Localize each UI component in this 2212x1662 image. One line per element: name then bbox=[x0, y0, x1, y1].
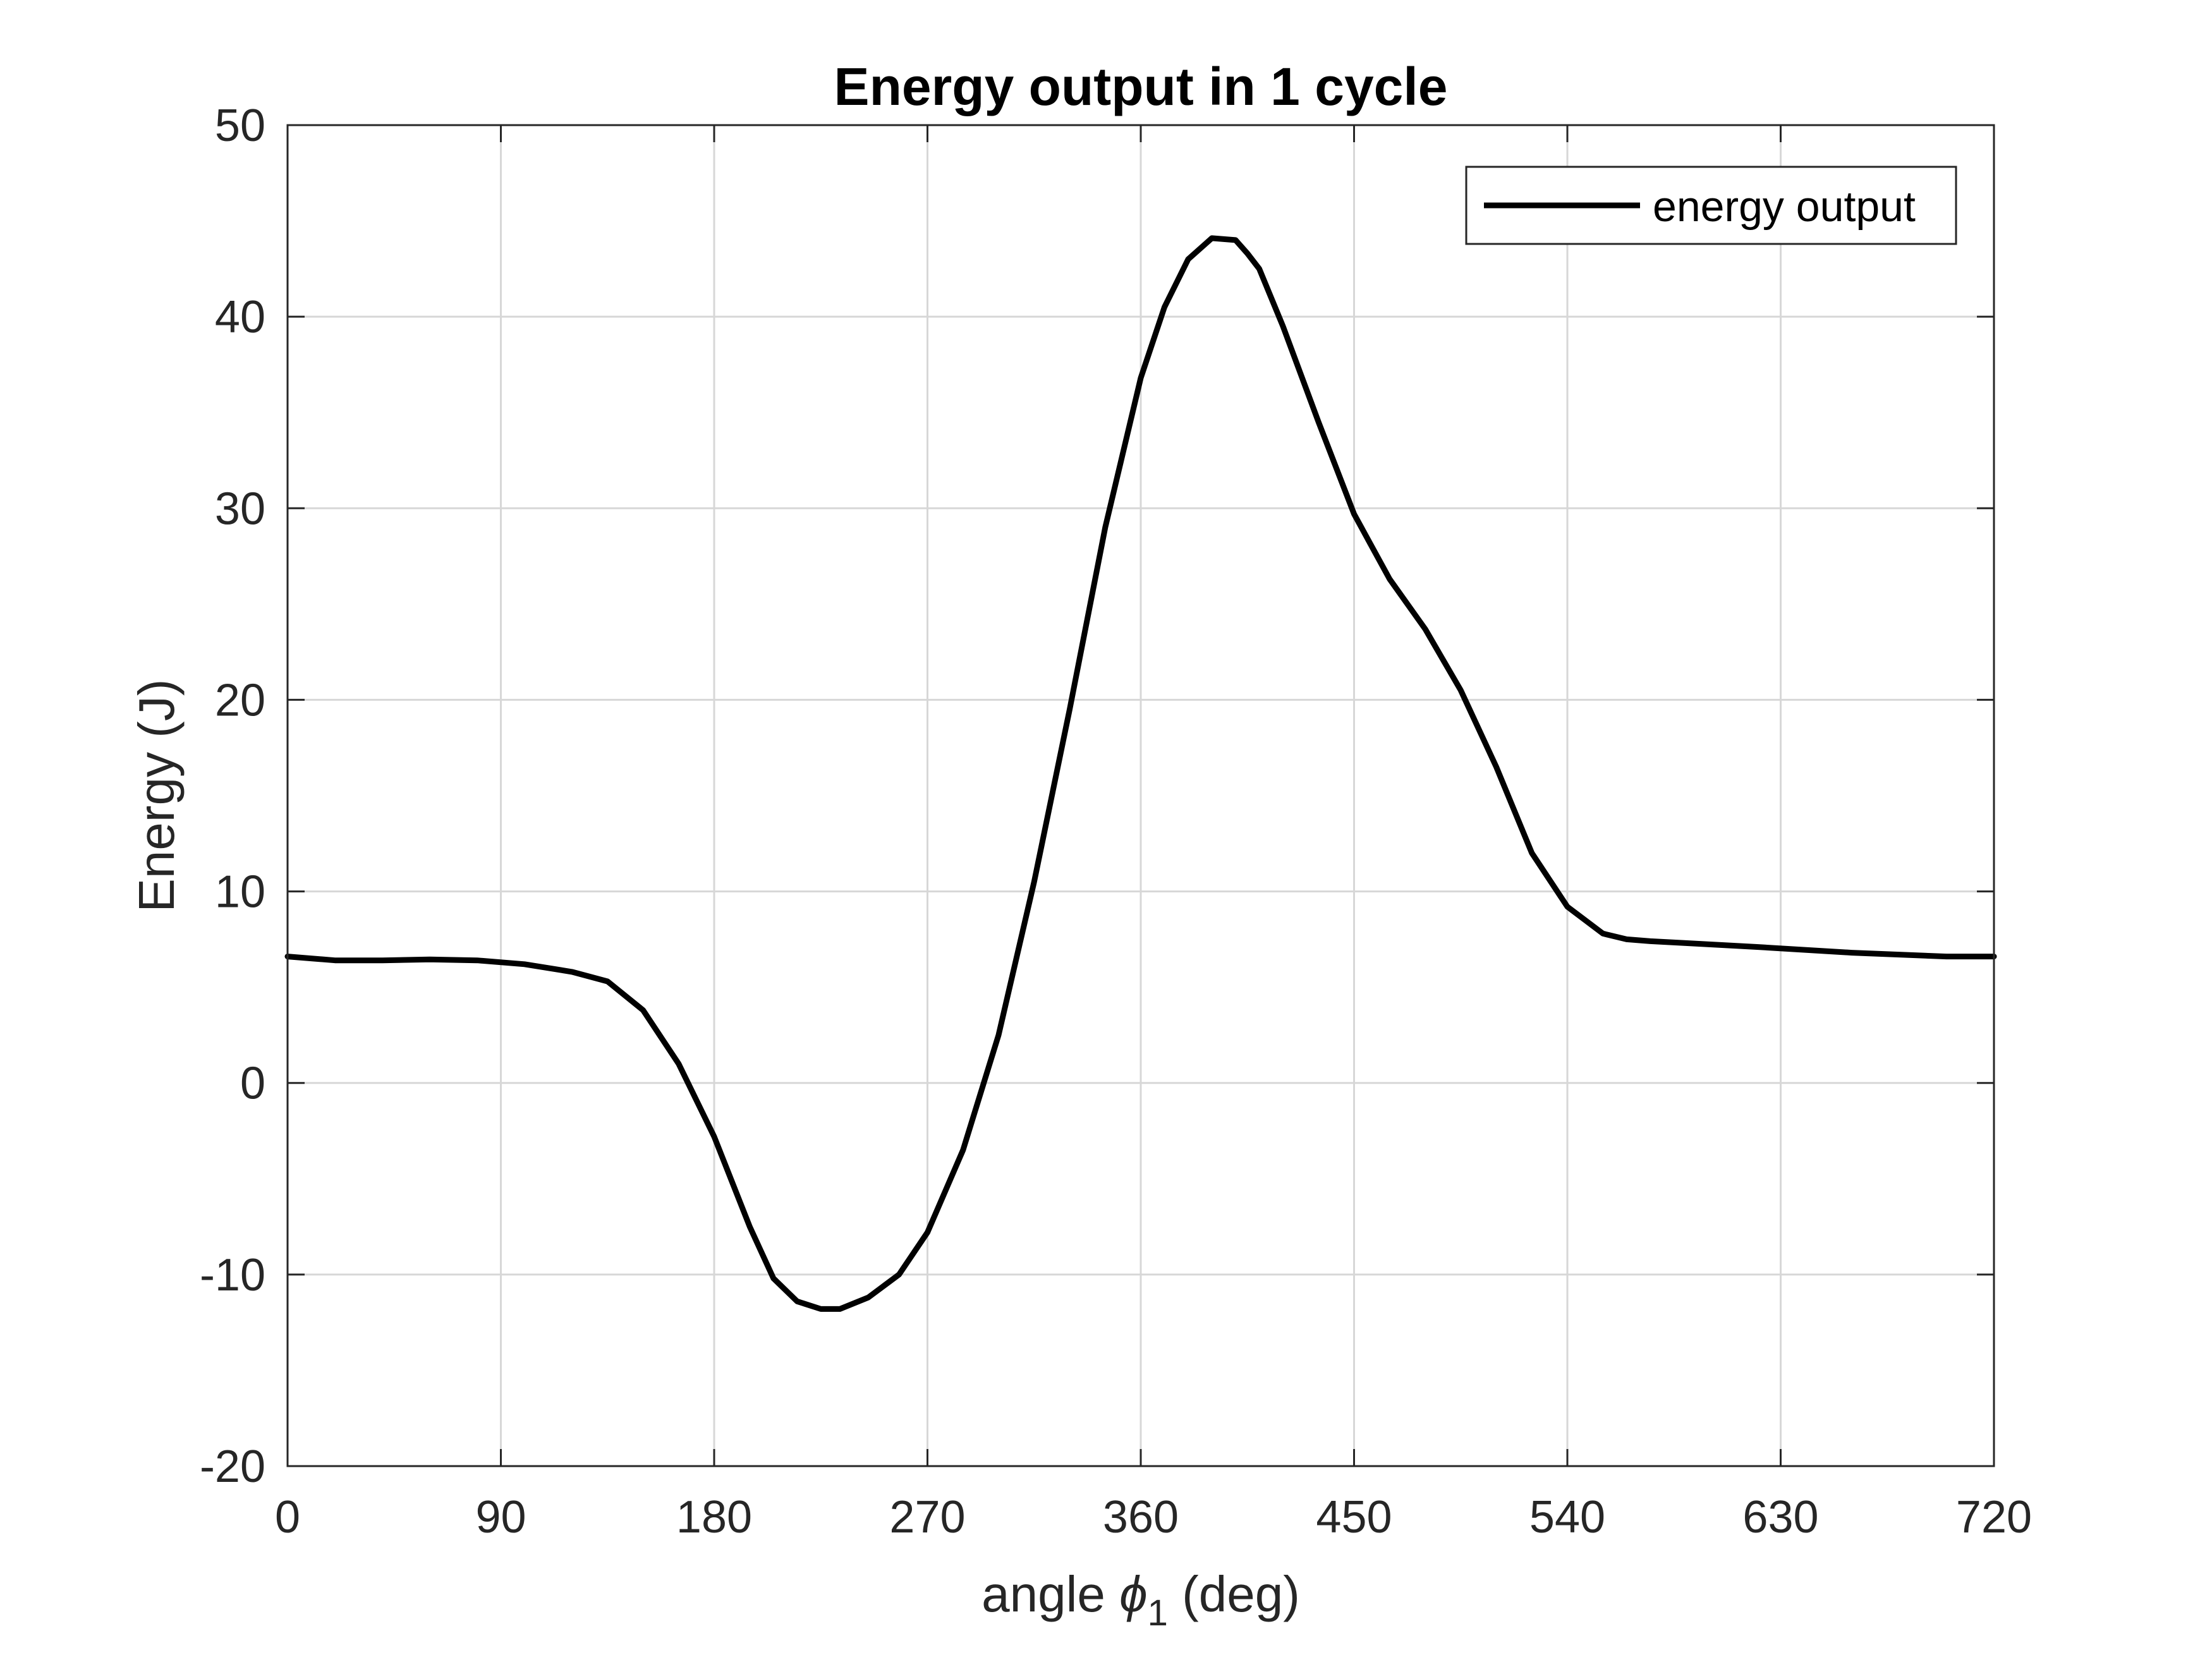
x-tick-label: 540 bbox=[1529, 1492, 1605, 1543]
x-tick-label: 360 bbox=[1103, 1492, 1179, 1543]
chart-title: Energy output in 1 cycle bbox=[834, 57, 1448, 116]
y-tick-label: -20 bbox=[200, 1441, 265, 1492]
x-axis-label-subscript: 1 bbox=[1148, 1592, 1168, 1634]
x-axis-label-suffix: (deg) bbox=[1168, 1566, 1300, 1622]
y-tick-label: 50 bbox=[215, 100, 265, 151]
y-tick-label: -10 bbox=[200, 1250, 265, 1301]
x-tick-label: 90 bbox=[475, 1492, 526, 1543]
legend-label-energy-output: energy output bbox=[1653, 183, 1916, 231]
y-tick-label: 10 bbox=[215, 867, 265, 918]
y-tick-label: 20 bbox=[215, 675, 265, 725]
series-layer bbox=[284, 235, 1997, 1312]
legend: energy output bbox=[1465, 166, 1957, 245]
x-axis-label-symbol: ϕ bbox=[1119, 1566, 1148, 1622]
x-tick-label: 720 bbox=[1956, 1492, 2032, 1543]
y-tick-label: 40 bbox=[215, 292, 265, 343]
y-axis-label: Energy (J) bbox=[128, 679, 185, 913]
x-axis-label-prefix: angle bbox=[981, 1566, 1119, 1622]
y-tick-label: 30 bbox=[215, 483, 265, 534]
x-tick-label: 630 bbox=[1742, 1492, 1818, 1543]
x-tick-label: 450 bbox=[1316, 1492, 1392, 1543]
axis-ticks: 0 90 180 270 360 450 540 630 720 -20 -10 0 10 20 30 40 5… bbox=[200, 100, 2032, 1543]
x-tick-label: 0 bbox=[275, 1492, 300, 1543]
x-tick-label: 270 bbox=[889, 1492, 965, 1543]
x-tick-label: 180 bbox=[676, 1492, 752, 1543]
y-tick-label: 0 bbox=[240, 1058, 265, 1109]
x-axis-label: angle ϕ1 (deg) bbox=[981, 1566, 1300, 1634]
series-line-0 bbox=[284, 235, 1997, 1312]
